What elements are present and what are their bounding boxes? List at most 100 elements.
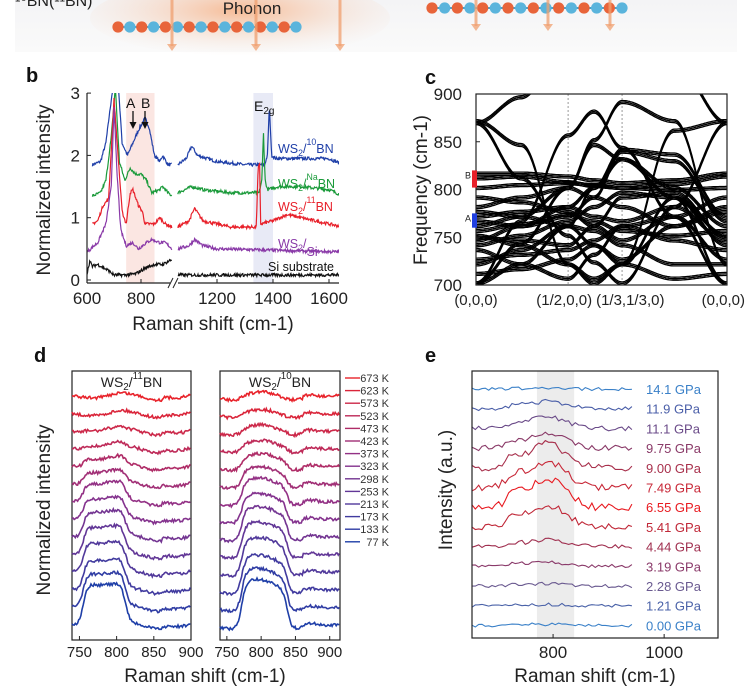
pressure-label: 9.00 GPa (646, 461, 702, 476)
subplot-frame (219, 370, 341, 641)
atom (231, 21, 243, 33)
atom (439, 2, 451, 14)
phonon-branch (476, 211, 727, 261)
legend-label: 673 K (360, 373, 389, 385)
label-sub: 2 (271, 382, 276, 393)
x-tick-label: 850 (141, 644, 166, 661)
pressure-label: 0.00 GPa (646, 618, 702, 633)
spectrum-line (71, 557, 192, 596)
label-sub: 2 (298, 148, 303, 158)
series-label: WS2/10BN (278, 137, 334, 158)
atom (242, 21, 255, 33)
phonon-label: Phonon (223, 0, 282, 18)
x-tick-label: 800 (104, 644, 129, 661)
phonon-branch (476, 118, 727, 283)
subplot-title: WS2/10BN (249, 371, 311, 393)
spectrum-line (219, 576, 340, 632)
material-label: ¹⁰BN(¹¹BN) (15, 0, 93, 10)
atom (183, 21, 195, 33)
phonon-branch (476, 196, 727, 242)
arrow-head (167, 44, 177, 51)
x-tick-label: 900 (178, 644, 203, 661)
atom (515, 2, 527, 14)
atom (451, 2, 463, 14)
phonon-branch (476, 214, 727, 259)
atom (124, 21, 136, 33)
x-axis-title: Raman shift (cm-1) (124, 666, 286, 687)
atom (207, 21, 219, 33)
pressure-label: 9.75 GPa (646, 441, 702, 456)
phonon-branch (476, 227, 727, 267)
atom (290, 21, 302, 33)
spectrum-line (471, 477, 633, 512)
legend-label: 213 K (360, 499, 389, 511)
shaded-band (536, 371, 575, 638)
mode-marker (472, 213, 477, 228)
series-line (87, 106, 173, 253)
annotation-b: B (141, 95, 150, 111)
panel-label-b: b (26, 65, 38, 87)
spectrum-line (471, 398, 633, 412)
phonon-branch (476, 120, 727, 285)
top-illustration: ¹⁰BN(¹¹BN) Phonon (15, 0, 737, 56)
mode-marker-label: B (465, 170, 471, 180)
spectrum-line (219, 519, 340, 560)
spectrum-line (219, 389, 340, 404)
label-base: WS (249, 374, 272, 390)
legend-label: 623 K (360, 386, 389, 398)
x-tick-label: (0,0,0) (702, 292, 745, 309)
spectrum-line (219, 421, 340, 438)
atom (553, 2, 565, 14)
phonon-branch (476, 94, 727, 123)
pressure-label: 5.41 GPa (646, 520, 702, 535)
spectrum-line (471, 415, 633, 432)
atom (112, 21, 124, 33)
legend-label: 133 K (360, 524, 389, 536)
mode-marker-label: A (465, 213, 471, 223)
pressure-label: 11.1 GPa (646, 421, 701, 436)
y-tick-label: 750 (434, 228, 462, 247)
atom (591, 2, 603, 14)
spectrum-line (219, 438, 340, 455)
label-sub: 2 (298, 206, 303, 216)
series-group (87, 93, 339, 279)
label-sup: Na (307, 172, 318, 182)
x-tick-label: 800 (539, 643, 567, 662)
label-mid: / (303, 200, 307, 214)
atom (278, 21, 290, 33)
spectrum-line (471, 460, 633, 492)
phonon-branch (476, 212, 727, 262)
label-mid: / (303, 177, 307, 191)
label-end: Si (307, 245, 318, 259)
plot-area (472, 371, 718, 638)
spectrum-line (219, 535, 340, 578)
x-tick-label: (1/3,1/3,0) (596, 292, 664, 309)
arrow-head (543, 24, 553, 31)
legend-label: 323 K (360, 461, 389, 473)
spectrum-line (471, 537, 633, 549)
arrow-head (251, 44, 261, 51)
x-tick-label: 1000 (645, 643, 683, 662)
x-tick-label: 800 (249, 644, 274, 661)
atom (477, 2, 489, 14)
phonon-branch (476, 182, 727, 191)
y-tick-label: 0 (71, 271, 80, 290)
phonon-branch (476, 227, 727, 281)
spectrum-line (71, 407, 191, 420)
branches-group (476, 94, 727, 285)
phonon-branch (476, 184, 727, 193)
atom (502, 2, 514, 14)
y-axis-title: Intensity (a.u.) (436, 430, 457, 550)
arrow-head (605, 24, 615, 31)
label-mid: / (277, 374, 281, 390)
phonon-branch (476, 192, 727, 246)
spectrum-line (219, 491, 340, 525)
phonon-branch (476, 198, 727, 243)
series-line (87, 258, 173, 279)
annotation-e2g: E2g (254, 98, 274, 117)
x-tick-label: 750 (214, 644, 239, 661)
phonon-branch (476, 181, 727, 190)
x-tick-label: 900 (317, 644, 342, 661)
pressure-label: 1.21 GPa (646, 599, 702, 614)
pressure-label: 2.28 GPa (646, 579, 702, 594)
